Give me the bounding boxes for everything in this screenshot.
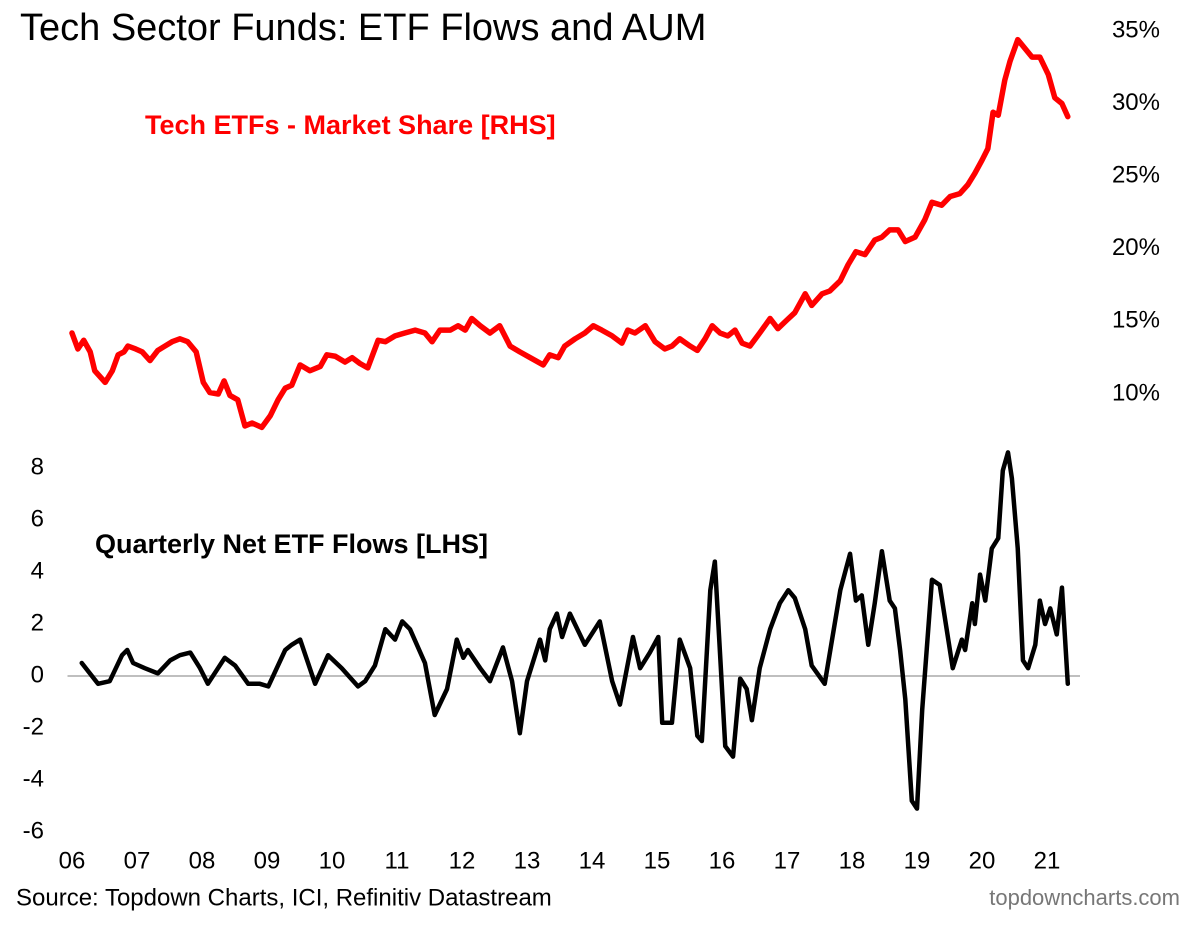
- series-label: Quarterly Net ETF Flows [LHS]: [95, 529, 488, 559]
- series-line: [69, 36, 1071, 431]
- y-tick-label: 2: [31, 609, 44, 636]
- series-label: Tech ETFs - Market Share [RHS]: [145, 110, 556, 140]
- x-tick-label: 09: [254, 847, 281, 874]
- x-tick-label: 21: [1034, 847, 1061, 874]
- y-tick-label: 20%: [1112, 234, 1160, 261]
- x-tick-label: 17: [774, 847, 801, 874]
- y-tick-label: 10%: [1112, 379, 1160, 406]
- x-tick-label: 08: [189, 847, 216, 874]
- x-tick-label: 20: [969, 847, 996, 874]
- y-tick-label: 4: [31, 557, 44, 584]
- x-tick-label: 18: [839, 847, 866, 874]
- y-tick-label: 15%: [1112, 307, 1160, 334]
- source-note: Source: Topdown Charts, ICI, Refinitiv D…: [16, 884, 552, 911]
- y-tick-label: 30%: [1112, 89, 1160, 116]
- x-tick-label: 07: [124, 847, 151, 874]
- x-tick-label: 14: [579, 847, 606, 874]
- y-tick-label: -6: [23, 817, 44, 844]
- chart-title: Tech Sector Funds: ETF Flows and AUM: [20, 7, 706, 49]
- x-tick-label: 13: [514, 847, 541, 874]
- y-tick-label: 6: [31, 505, 44, 532]
- x-tick-label: 16: [709, 847, 736, 874]
- y-tick-label: -4: [23, 765, 44, 792]
- x-tick-label: 15: [644, 847, 671, 874]
- y-tick-label: 25%: [1112, 162, 1160, 189]
- y-tick-label: 35%: [1112, 16, 1160, 43]
- series-line: [79, 450, 1071, 811]
- x-tick-label: 12: [449, 847, 476, 874]
- x-tick-label: 19: [904, 847, 931, 874]
- x-tick-label: 11: [385, 847, 410, 874]
- credit: topdowncharts.com: [989, 885, 1180, 910]
- x-tick-label: 06: [59, 847, 86, 874]
- y-tick-label: 0: [31, 661, 44, 688]
- x-tick-label: 10: [319, 847, 346, 874]
- y-tick-label: 8: [31, 453, 44, 480]
- y-tick-label: -2: [23, 713, 44, 740]
